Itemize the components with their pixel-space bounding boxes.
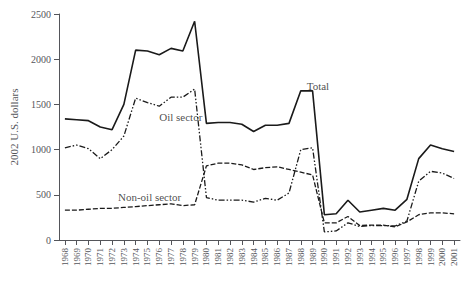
svg-text:1992: 1992 xyxy=(343,248,353,266)
svg-text:2002 U.S. dollars: 2002 U.S. dollars xyxy=(8,89,20,166)
svg-text:1970: 1970 xyxy=(83,248,93,267)
svg-text:1500: 1500 xyxy=(31,99,51,110)
svg-text:1978: 1978 xyxy=(178,248,188,267)
svg-text:Total: Total xyxy=(307,80,329,92)
svg-text:500: 500 xyxy=(36,189,51,200)
svg-text:2000: 2000 xyxy=(437,248,447,267)
svg-text:1000: 1000 xyxy=(31,144,51,155)
svg-text:1998: 1998 xyxy=(414,248,424,267)
svg-text:1990: 1990 xyxy=(319,248,329,267)
svg-text:1991: 1991 xyxy=(331,248,341,266)
svg-text:1982: 1982 xyxy=(225,248,235,266)
svg-text:1995: 1995 xyxy=(378,248,388,267)
svg-text:1993: 1993 xyxy=(355,248,365,267)
svg-text:1979: 1979 xyxy=(190,248,200,267)
svg-text:Oil sector: Oil sector xyxy=(159,111,202,123)
svg-text:1981: 1981 xyxy=(213,248,223,266)
svg-text:1996: 1996 xyxy=(390,248,400,267)
svg-text:2500: 2500 xyxy=(31,9,51,20)
svg-text:1985: 1985 xyxy=(260,248,270,267)
svg-text:0: 0 xyxy=(46,235,51,246)
svg-text:1968: 1968 xyxy=(60,248,70,267)
svg-text:1969: 1969 xyxy=(72,248,82,267)
svg-text:1986: 1986 xyxy=(272,248,282,267)
svg-text:Non-oil sector: Non-oil sector xyxy=(118,191,182,203)
svg-text:2000: 2000 xyxy=(31,54,51,65)
svg-text:1994: 1994 xyxy=(367,248,377,267)
svg-text:1975: 1975 xyxy=(142,248,152,267)
svg-text:1999: 1999 xyxy=(426,248,436,267)
svg-text:1971: 1971 xyxy=(95,248,105,266)
svg-text:1989: 1989 xyxy=(308,248,318,267)
svg-text:1997: 1997 xyxy=(402,248,412,267)
svg-text:1983: 1983 xyxy=(237,248,247,267)
svg-text:1988: 1988 xyxy=(296,248,306,267)
svg-text:1984: 1984 xyxy=(249,248,259,267)
svg-text:1977: 1977 xyxy=(166,248,176,267)
svg-text:1980: 1980 xyxy=(201,248,211,267)
svg-text:1976: 1976 xyxy=(154,248,164,267)
svg-text:2001: 2001 xyxy=(449,248,459,266)
svg-text:1987: 1987 xyxy=(284,248,294,267)
svg-text:1972: 1972 xyxy=(107,248,117,266)
svg-text:1973: 1973 xyxy=(119,248,129,267)
svg-text:1974: 1974 xyxy=(131,248,141,267)
